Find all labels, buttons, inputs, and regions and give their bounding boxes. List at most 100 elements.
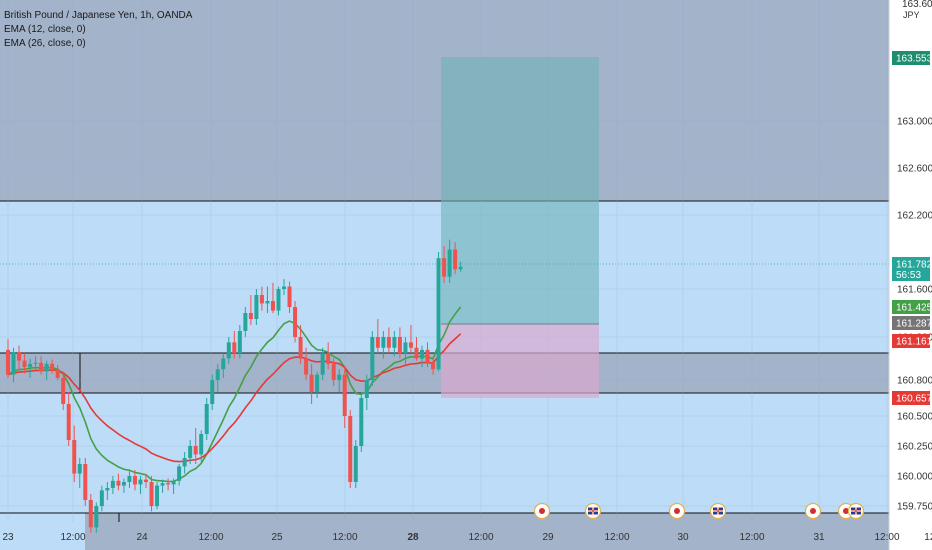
candle-body <box>39 362 44 372</box>
y-tick-label: 162.200 <box>897 211 932 222</box>
x-tick-label: 12:00 <box>874 532 899 543</box>
candle-body <box>270 301 275 311</box>
y-tick-label: 160.800 <box>897 376 932 387</box>
price-tag-ema12: 161.425 <box>892 300 932 314</box>
candle-body <box>88 500 93 528</box>
candle-body <box>121 482 126 486</box>
candle-body <box>370 337 375 380</box>
symbol-title[interactable]: British Pound / Japanese Yen, 1h, OANDA <box>4 10 193 21</box>
candle-body <box>276 289 281 311</box>
candle-body <box>149 482 154 506</box>
position-target-zone[interactable] <box>441 57 599 324</box>
japan-flag-icon[interactable] <box>668 502 686 520</box>
x-tick-label: 23 <box>2 532 14 543</box>
candle-body <box>408 342 413 348</box>
uk-flag-icon[interactable] <box>847 502 865 520</box>
x-tick-label: 12:00 <box>60 532 85 543</box>
candle-body <box>287 286 292 307</box>
candle-body <box>403 342 408 354</box>
x-tick-label: 25 <box>271 532 283 543</box>
candle-body <box>132 476 137 485</box>
candle-body <box>375 337 380 348</box>
candle-body <box>237 331 242 354</box>
candle-body <box>248 313 253 319</box>
candle-body <box>11 352 16 375</box>
svg-text:160.657: 160.657 <box>896 394 932 405</box>
candle-body <box>55 369 60 378</box>
candle-body <box>28 363 33 368</box>
candle-body <box>44 363 49 372</box>
candle-body <box>453 249 458 270</box>
candle-body <box>22 360 27 368</box>
candle-body <box>204 404 209 434</box>
candle-body <box>66 404 71 440</box>
candle-body <box>232 342 237 354</box>
japan-flag-icon[interactable] <box>533 502 551 520</box>
candle-body <box>210 380 215 404</box>
candle-body <box>72 440 77 474</box>
candle-body <box>392 337 397 348</box>
candle-body <box>182 458 187 467</box>
x-tick-label: 24 <box>136 532 148 543</box>
candle-body <box>171 480 176 485</box>
indicator-ema-26[interactable]: EMA (26, close, 0) <box>4 38 86 49</box>
y-tick-label: 160.250 <box>897 442 932 453</box>
candle-body <box>320 353 325 375</box>
x-tick-label: 31 <box>813 532 825 543</box>
time-axis[interactable]: 23 12:00 24 12:00 25 12:00 28 12:00 29 12:00 30 12:… <box>2 532 932 543</box>
candle-body <box>342 374 347 416</box>
candle-body <box>431 362 436 370</box>
candle-body <box>326 353 331 364</box>
candle-body <box>282 286 286 289</box>
candle-body <box>309 374 314 392</box>
candle-body <box>442 258 447 277</box>
ema-12-line <box>7 306 462 483</box>
candle-body <box>138 479 143 485</box>
candle-body <box>293 307 298 337</box>
candle-body <box>94 506 99 528</box>
candle-body <box>254 295 259 319</box>
candle-body <box>265 301 270 304</box>
bottom-zone <box>85 513 889 550</box>
x-tick-label: 30 <box>677 532 689 543</box>
indicator-ema-12[interactable]: EMA (12, close, 0) <box>4 24 86 35</box>
candle-body <box>381 337 386 348</box>
candle-body <box>77 464 82 474</box>
x-tick-label: 28 <box>407 532 419 543</box>
uk-flag-icon[interactable] <box>709 502 727 520</box>
y-tick-label: 162.600 <box>897 164 932 175</box>
svg-text:161.161: 161.161 <box>896 337 932 348</box>
candle-body <box>315 374 320 392</box>
price-tag-stop: 160.657 <box>892 391 932 405</box>
candle-body <box>17 352 22 361</box>
x-tick-label: 12:00 <box>468 532 493 543</box>
y-tick-label: 161.600 <box>897 285 932 296</box>
price-tag-ema26: 161.161 <box>892 334 932 348</box>
candle-body <box>50 363 55 370</box>
candle-body <box>414 347 419 359</box>
x-tick-label: 29 <box>542 532 554 543</box>
candle-body <box>166 483 171 485</box>
japan-flag-icon[interactable] <box>804 502 822 520</box>
x-tick-label: 12:00 <box>739 532 764 543</box>
candle-body <box>243 313 248 331</box>
candle-body <box>420 349 424 359</box>
candle-body <box>83 464 88 500</box>
x-tick-label: 12:00 <box>198 532 223 543</box>
candle-body <box>61 377 66 404</box>
x-tick-label: 12:00 <box>332 532 357 543</box>
candle-body <box>304 358 309 375</box>
event-markers[interactable] <box>533 502 865 520</box>
candle-body <box>177 466 182 481</box>
x-tick-label: 12:0 <box>924 532 932 543</box>
candle-body <box>99 490 104 506</box>
ema-26-line <box>7 333 462 463</box>
uk-flag-icon[interactable] <box>584 502 602 520</box>
position-stop-zone[interactable] <box>441 324 599 398</box>
candle-body <box>144 479 148 482</box>
candle-body <box>353 446 358 482</box>
candle-body <box>6 349 10 375</box>
